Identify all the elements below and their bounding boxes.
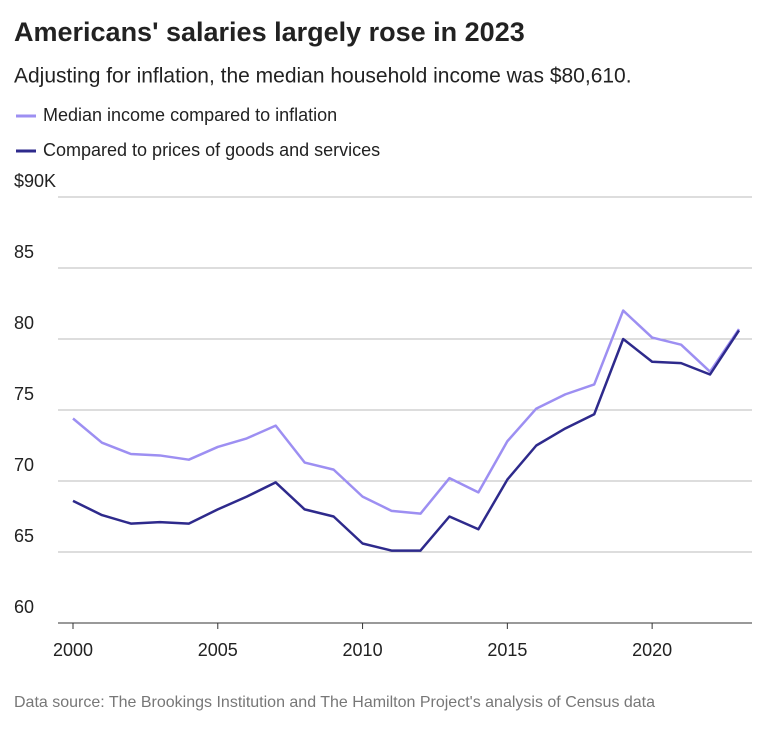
series-line xyxy=(72,329,741,552)
legend-label: Compared to prices of goods and services xyxy=(43,140,380,160)
y-tick-label: 75 xyxy=(14,384,34,404)
series-line xyxy=(72,309,741,515)
x-tick-label: 2000 xyxy=(53,640,93,660)
source-note: Data source: The Brookings Institution a… xyxy=(14,694,655,711)
y-tick-label: $90K xyxy=(14,171,56,191)
chart-subtitle: Adjusting for inflation, the median hous… xyxy=(14,65,632,88)
chart-title: Americans' salaries largely rose in 2023 xyxy=(14,17,525,47)
y-tick-label: 70 xyxy=(14,455,34,475)
x-tick-label: 2020 xyxy=(632,640,672,660)
x-tick-label: 2010 xyxy=(343,640,383,660)
y-tick-label: 80 xyxy=(14,313,34,333)
x-tick-label: 2015 xyxy=(487,640,527,660)
legend-label: Median income compared to inflation xyxy=(43,105,337,125)
y-tick-label: 60 xyxy=(14,597,34,617)
y-tick-label: 85 xyxy=(14,242,34,262)
y-tick-label: 65 xyxy=(14,526,34,546)
x-tick-label: 2005 xyxy=(198,640,238,660)
